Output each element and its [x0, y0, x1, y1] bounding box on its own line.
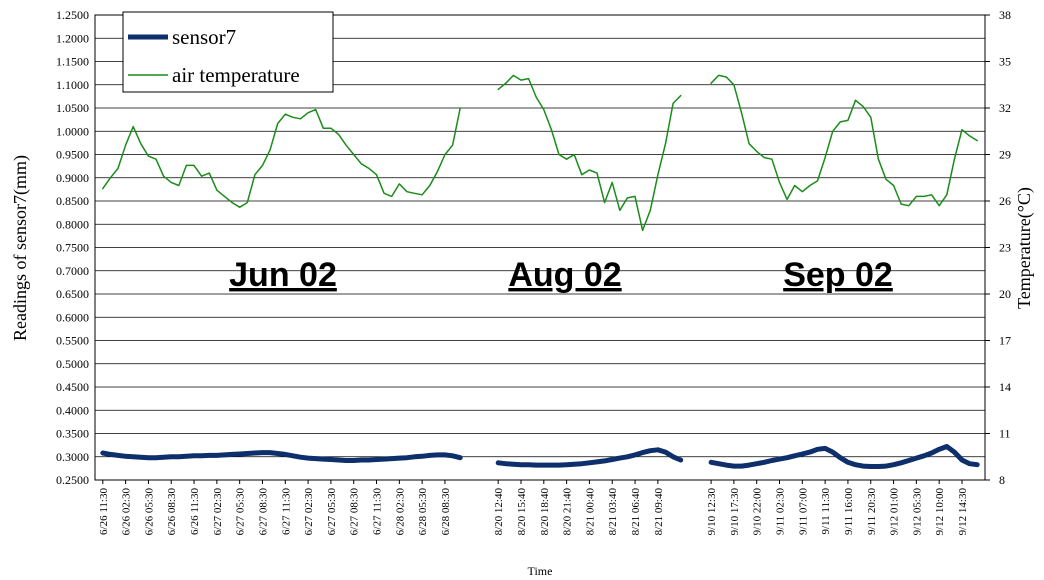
x-tick-label: 9/12 05:30 [911, 488, 923, 536]
x-tick-label: 6/27 11:30 [372, 488, 384, 535]
y-tick-label: 1.1000 [56, 78, 89, 92]
x-tick-label: 6/27 08:30 [349, 488, 361, 536]
y2-tick-label: 29 [999, 148, 1011, 162]
x-tick-label: 9/10 12:30 [706, 488, 718, 536]
x-tick-label: 6/28 05:30 [417, 488, 429, 536]
x-tick-label: 8/21 09:40 [653, 488, 665, 536]
x-tick-label: 9/11 02:30 [775, 488, 787, 535]
y-tick-label: 0.4000 [56, 403, 89, 417]
y2-tick-label: 23 [999, 241, 1011, 255]
series-line [100, 444, 980, 469]
y2-tick-label: 32 [999, 101, 1011, 115]
x-tick-label: 6/26 05:30 [143, 488, 155, 536]
x-tick-label: 9/11 07:00 [797, 488, 809, 535]
y-tick-label: 1.1500 [56, 55, 89, 69]
y-tick-label: 1.0000 [56, 124, 89, 138]
y-tick-label: 0.8500 [56, 194, 89, 208]
x-tick-label: 9/10 22:00 [752, 488, 764, 536]
plot-frame [94, 14, 986, 481]
y-axis-label: Readings of sensor7(mm) [10, 155, 31, 341]
y-tick-label: 1.2000 [56, 31, 89, 45]
y-tick-label: 0.7500 [56, 241, 89, 255]
x-tick-label: 6/26 02:30 [121, 488, 133, 536]
legend-label: air temperature [172, 63, 300, 87]
x-tick-label: 9/10 17:30 [729, 488, 741, 536]
y-tick-label: 1.2500 [56, 8, 89, 22]
x-tick-label: 8/20 15:40 [516, 488, 528, 536]
x-tick-label: 8/20 18:40 [539, 488, 551, 536]
y-tick-label: 0.9000 [56, 171, 89, 185]
y-tick-label: 0.4500 [56, 380, 89, 394]
x-tick-label: 8/20 12:40 [493, 488, 505, 536]
x-tick-label: 9/12 01:00 [889, 488, 901, 536]
x-tick-label: 9/11 20:30 [866, 488, 878, 535]
y2-tick-label: 14 [999, 380, 1011, 394]
y2-tick-label: 26 [999, 194, 1011, 208]
y2-tick-label: 11 [999, 427, 1011, 441]
x-tick-label: 9/12 10:00 [934, 488, 946, 536]
y2-axis-label: Temperature(°C) [1014, 187, 1035, 309]
x-tick-label: 6/26 08:30 [166, 488, 178, 536]
y2-tick-label: 20 [999, 287, 1011, 301]
y-tick-label: 0.8000 [56, 217, 89, 231]
x-tick-label: 6/27 02:30 [212, 488, 224, 536]
x-tick-label: 6/27 05:30 [235, 488, 247, 536]
legend-box [122, 11, 334, 93]
y2-tick-label: 8 [999, 473, 1005, 487]
annotation: Sep 02 [783, 256, 893, 294]
annotation: Jun 02 [229, 256, 337, 294]
x-tick-label: 6/26 11:30 [98, 488, 110, 535]
x-tick-label: 6/27 08:30 [257, 488, 269, 536]
x-tick-label: 8/21 03:40 [607, 488, 619, 536]
x-tick-label: 6/27 05:30 [326, 488, 338, 536]
x-tick-label: 9/12 14:30 [957, 488, 969, 536]
y-tick-label: 0.5500 [56, 334, 89, 348]
y-tick-label: 0.5000 [56, 357, 89, 371]
series-line [102, 74, 978, 232]
legend-label: sensor7 [172, 25, 236, 49]
x-tick-label: 9/11 11:30 [820, 488, 832, 535]
x-tick-label: 6/28 08:30 [440, 488, 452, 536]
y-tick-label: 0.7000 [56, 264, 89, 278]
y-tick-label: 0.9500 [56, 148, 89, 162]
x-tick-label: 9/11 16:00 [843, 488, 855, 535]
y-tick-label: 0.3500 [56, 427, 89, 441]
x-tick-label: 8/20 21:40 [562, 488, 574, 536]
x-tick-label: 6/28 02:30 [394, 488, 406, 536]
y-tick-label: 0.6000 [56, 310, 89, 324]
x-tick-label: 8/21 00:40 [584, 488, 596, 536]
y2-tick-label: 38 [999, 8, 1011, 22]
y2-tick-label: 17 [999, 334, 1011, 348]
x-tick-label: 6/26 11:30 [189, 488, 201, 535]
y-tick-label: 1.0500 [56, 101, 89, 115]
x-tick-label: 6/27 02:30 [303, 488, 315, 536]
x-tick-label: 8/21 06:40 [630, 488, 642, 536]
y-tick-label: 0.2500 [56, 473, 89, 487]
annotation: Aug 02 [508, 256, 621, 294]
y2-tick-label: 35 [999, 55, 1011, 69]
x-tick-label: 6/27 11:30 [280, 488, 292, 535]
x-axis-label: Time [528, 564, 553, 578]
y-tick-label: 0.3000 [56, 450, 89, 464]
y-tick-label: 0.6500 [56, 287, 89, 301]
